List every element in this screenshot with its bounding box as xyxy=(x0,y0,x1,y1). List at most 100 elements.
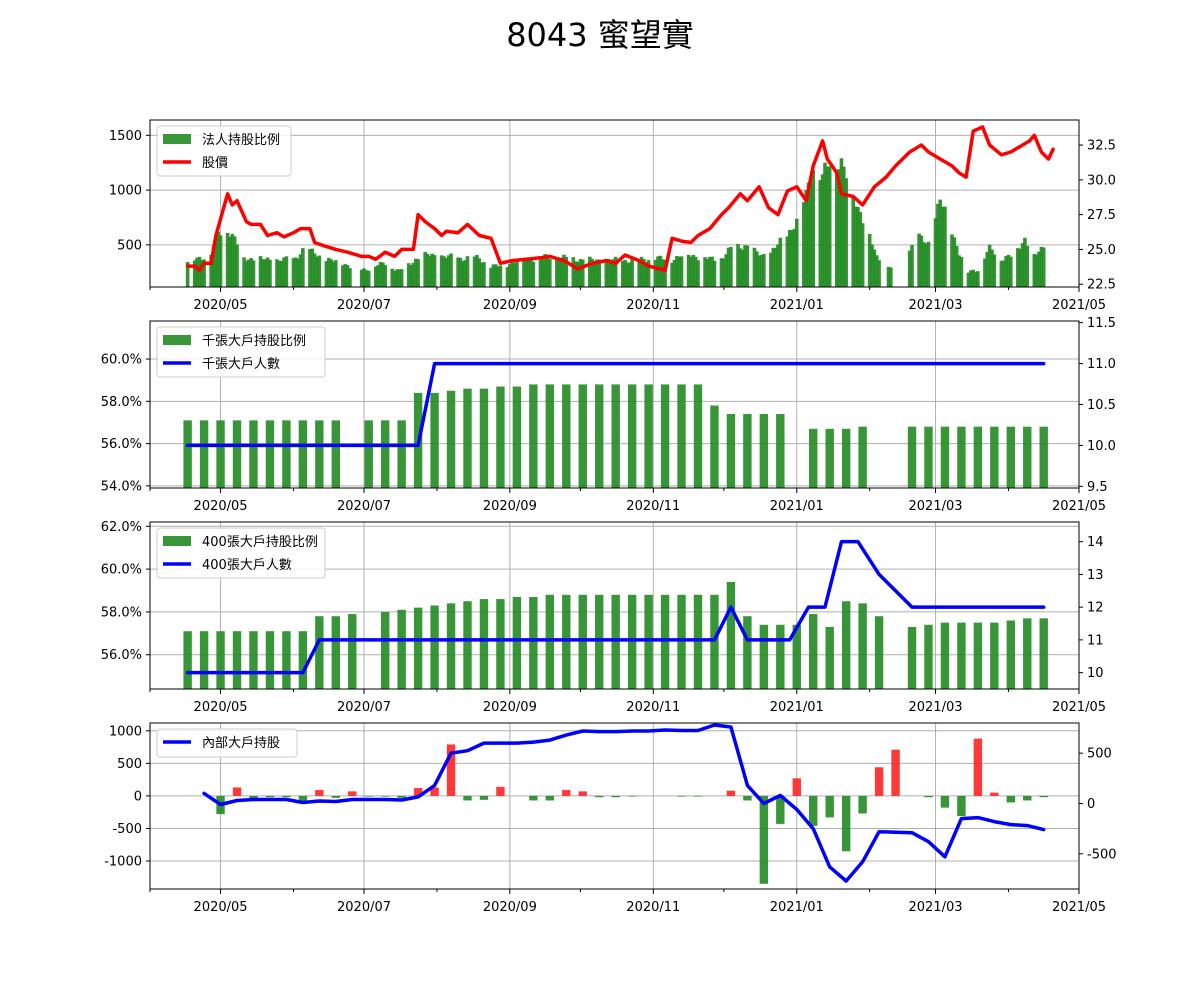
bar xyxy=(886,266,891,287)
bar xyxy=(397,269,402,287)
bar xyxy=(315,616,324,689)
bar xyxy=(740,249,745,287)
bar xyxy=(341,265,345,287)
bar xyxy=(479,795,489,800)
x-tick-label: 2021/03 xyxy=(909,298,963,313)
bar xyxy=(308,249,312,287)
series-line xyxy=(202,723,1046,883)
bar xyxy=(505,267,510,287)
bar xyxy=(312,253,317,287)
bar xyxy=(491,264,496,287)
right-tick-label: 32.5 xyxy=(1087,139,1116,154)
bar xyxy=(251,260,256,287)
bar xyxy=(811,170,816,287)
bar xyxy=(606,258,611,287)
x-tick-label: 2020/11 xyxy=(626,499,680,514)
bar xyxy=(677,594,686,689)
bar xyxy=(663,259,667,287)
bar xyxy=(446,390,456,488)
bar xyxy=(1020,243,1025,287)
bar xyxy=(246,259,251,287)
bar xyxy=(479,388,489,488)
bar xyxy=(677,256,681,287)
legend-label: 股價 xyxy=(202,156,228,171)
left-tick-label: 54.0% xyxy=(101,479,142,494)
bar xyxy=(677,795,686,797)
bar xyxy=(759,795,769,884)
bar xyxy=(261,259,265,287)
bar xyxy=(430,392,439,488)
legend-label: 千張大戶持股比例 xyxy=(202,334,306,349)
right-tick-label: 500 xyxy=(1087,747,1112,762)
bar xyxy=(907,250,912,287)
bar xyxy=(284,256,289,287)
bar xyxy=(759,254,764,287)
bar xyxy=(301,248,305,287)
bar xyxy=(458,257,463,287)
right-tick-label: 12 xyxy=(1087,601,1104,616)
bar xyxy=(465,256,470,287)
bar xyxy=(263,259,268,287)
bar xyxy=(954,246,959,287)
bar xyxy=(588,256,592,287)
bar xyxy=(630,258,634,287)
bar xyxy=(242,257,246,287)
bar xyxy=(644,594,653,689)
bar xyxy=(557,260,562,287)
bar xyxy=(825,626,834,689)
bar xyxy=(359,269,364,287)
bar xyxy=(244,260,249,287)
bar xyxy=(611,795,620,798)
x-tick-label: 2020/05 xyxy=(194,700,248,715)
bar xyxy=(1008,256,1013,287)
bar xyxy=(578,791,587,796)
bar xyxy=(439,255,444,287)
bar xyxy=(957,426,966,488)
bar xyxy=(919,235,924,287)
bar xyxy=(578,384,587,488)
bar xyxy=(785,236,790,287)
bar xyxy=(334,260,338,287)
bar xyxy=(804,189,808,287)
bar xyxy=(759,624,769,689)
bar xyxy=(776,414,785,488)
bar xyxy=(329,259,333,287)
bar xyxy=(1023,795,1032,801)
bar xyxy=(315,790,324,796)
bar xyxy=(809,428,818,488)
bar xyxy=(195,257,199,287)
bar xyxy=(529,596,538,689)
bar xyxy=(397,795,406,798)
bar xyxy=(265,420,275,488)
bar xyxy=(637,259,641,287)
x-tick-label: 2020/05 xyxy=(194,900,248,915)
bar xyxy=(858,426,867,488)
bar xyxy=(959,256,964,287)
x-tick-label: 2021/01 xyxy=(770,900,824,915)
bar xyxy=(990,622,999,689)
bar xyxy=(472,256,477,287)
bar xyxy=(769,252,773,287)
bar xyxy=(726,581,736,689)
bar xyxy=(710,256,714,287)
bar xyxy=(844,178,848,287)
right-tick-label: 27.5 xyxy=(1087,208,1116,223)
bar xyxy=(933,218,938,287)
bar xyxy=(216,631,225,689)
bar xyxy=(265,631,275,689)
bar xyxy=(348,791,357,796)
bar xyxy=(430,605,439,689)
bar xyxy=(463,795,472,801)
bar xyxy=(498,265,503,287)
legend-label: 法人持股比例 xyxy=(202,133,280,148)
bar xyxy=(406,263,411,287)
bar xyxy=(827,166,832,287)
bar xyxy=(858,795,867,814)
bar xyxy=(712,260,717,287)
left-tick-label: 60.0% xyxy=(101,563,142,578)
right-tick-label: 10.5 xyxy=(1087,398,1116,413)
x-tick-label: 2020/09 xyxy=(483,298,537,313)
bar xyxy=(413,607,423,689)
bar xyxy=(216,231,221,287)
bar xyxy=(590,258,594,287)
